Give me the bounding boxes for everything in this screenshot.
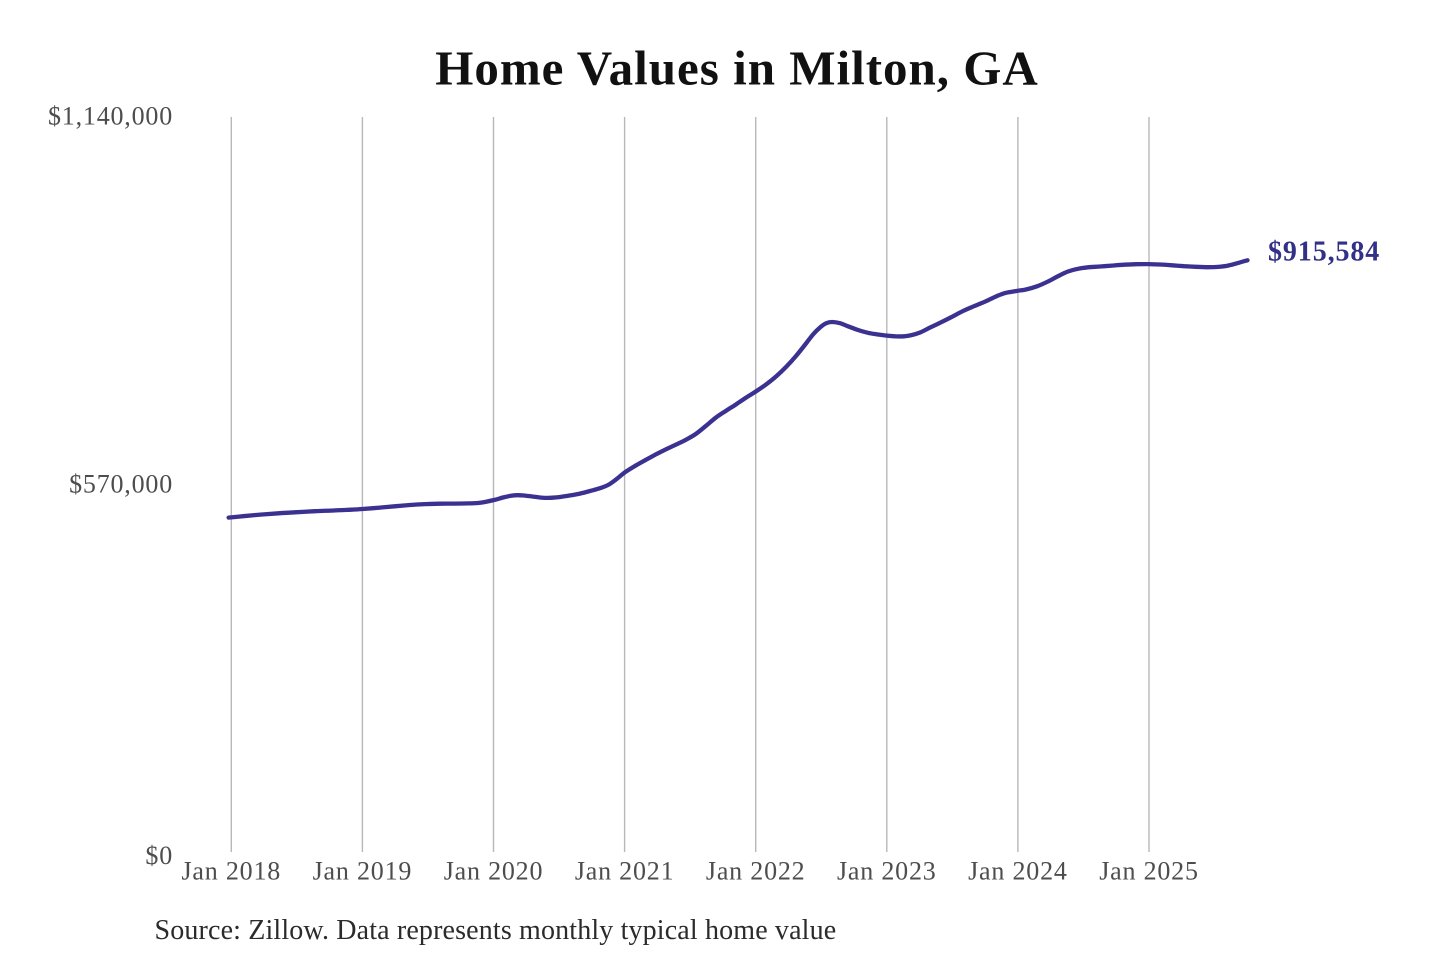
svg-text:Jan 2018: Jan 2018 xyxy=(182,857,282,886)
svg-text:Home Values in Milton, GA: Home Values in Milton, GA xyxy=(435,41,1039,96)
svg-text:$915,584: $915,584 xyxy=(1268,237,1380,268)
svg-text:Jan 2025: Jan 2025 xyxy=(1099,857,1199,886)
svg-text:Jan 2020: Jan 2020 xyxy=(444,857,544,886)
svg-text:Jan 2022: Jan 2022 xyxy=(706,857,806,886)
svg-text:$0: $0 xyxy=(145,841,173,870)
svg-text:Jan 2023: Jan 2023 xyxy=(837,857,937,886)
svg-text:Jan 2024: Jan 2024 xyxy=(968,857,1068,886)
svg-text:$1,140,000: $1,140,000 xyxy=(48,102,173,131)
svg-text:Jan 2019: Jan 2019 xyxy=(313,857,413,886)
svg-text:Jan 2021: Jan 2021 xyxy=(575,857,675,886)
svg-text:$570,000: $570,000 xyxy=(69,470,173,499)
svg-text:Source: Zillow. Data represent: Source: Zillow. Data represents monthly … xyxy=(155,915,837,946)
